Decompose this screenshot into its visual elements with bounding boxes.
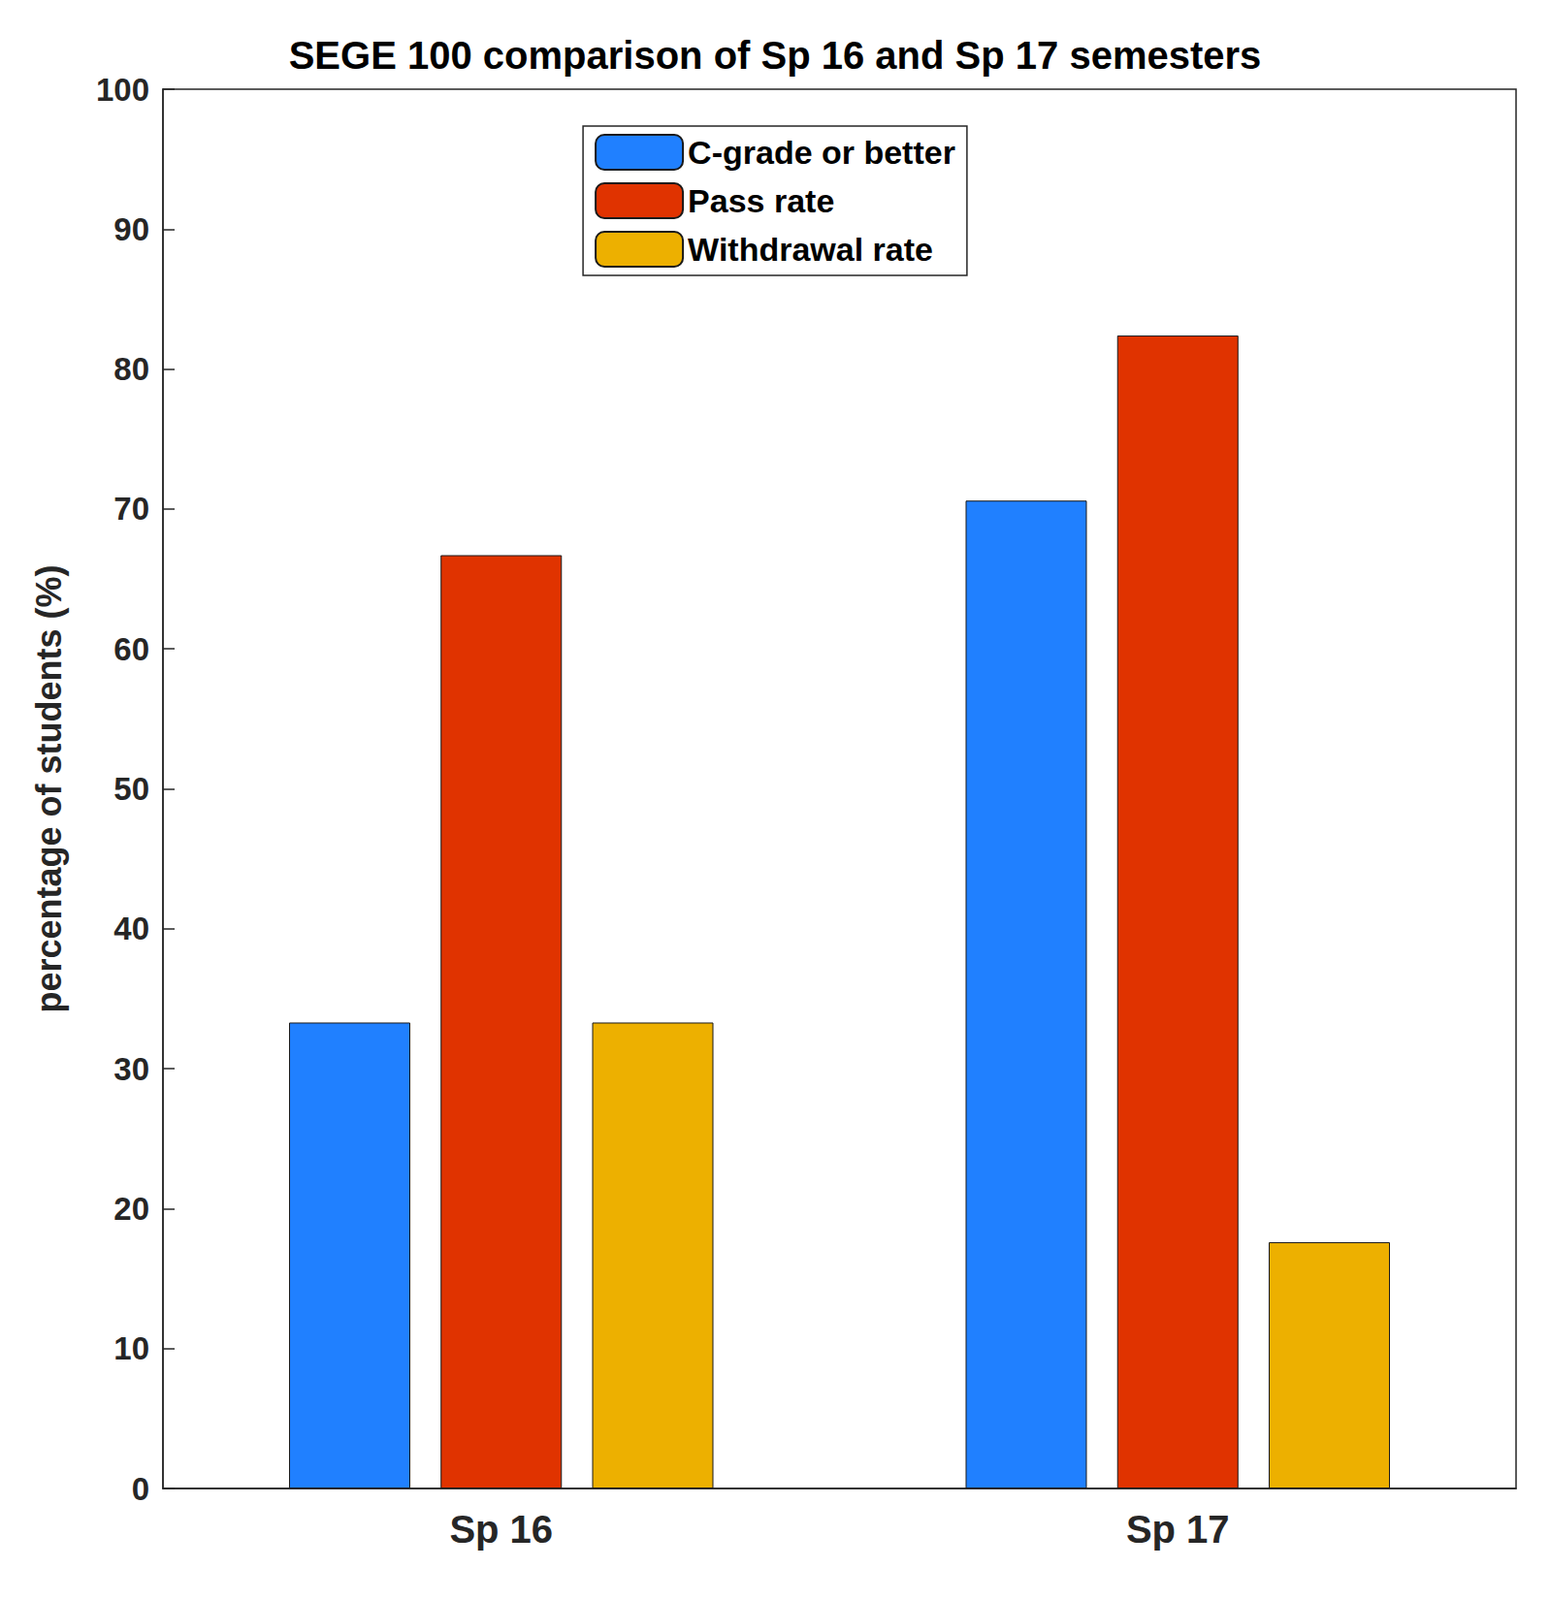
svg-text:0: 0 xyxy=(131,1471,150,1508)
svg-text:20: 20 xyxy=(113,1191,150,1228)
svg-text:90: 90 xyxy=(113,211,150,248)
svg-text:80: 80 xyxy=(113,351,150,388)
svg-text:40: 40 xyxy=(113,910,150,947)
svg-text:Withdrawal rate: Withdrawal rate xyxy=(687,230,934,268)
svg-text:C-grade or better: C-grade or better xyxy=(687,133,956,171)
svg-text:SEGE 100 comparison of Sp 16 a: SEGE 100 comparison of Sp 16 and Sp 17 s… xyxy=(289,33,1262,77)
svg-text:100: 100 xyxy=(96,71,150,108)
svg-text:60: 60 xyxy=(113,631,150,668)
svg-text:10: 10 xyxy=(113,1330,150,1367)
svg-text:Sp 17: Sp 17 xyxy=(1126,1508,1230,1551)
svg-text:Sp 16: Sp 16 xyxy=(449,1508,553,1551)
svg-text:70: 70 xyxy=(113,490,150,527)
svg-text:30: 30 xyxy=(113,1051,150,1088)
svg-text:50: 50 xyxy=(113,771,150,808)
svg-text:Pass rate: Pass rate xyxy=(687,182,835,220)
svg-text:percentage of students (%): percentage of students (%) xyxy=(29,564,69,1013)
